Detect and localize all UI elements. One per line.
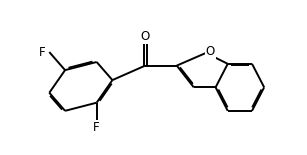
Text: O: O [206,45,215,58]
Text: F: F [39,46,45,59]
Text: O: O [141,30,150,43]
Text: F: F [93,121,100,134]
